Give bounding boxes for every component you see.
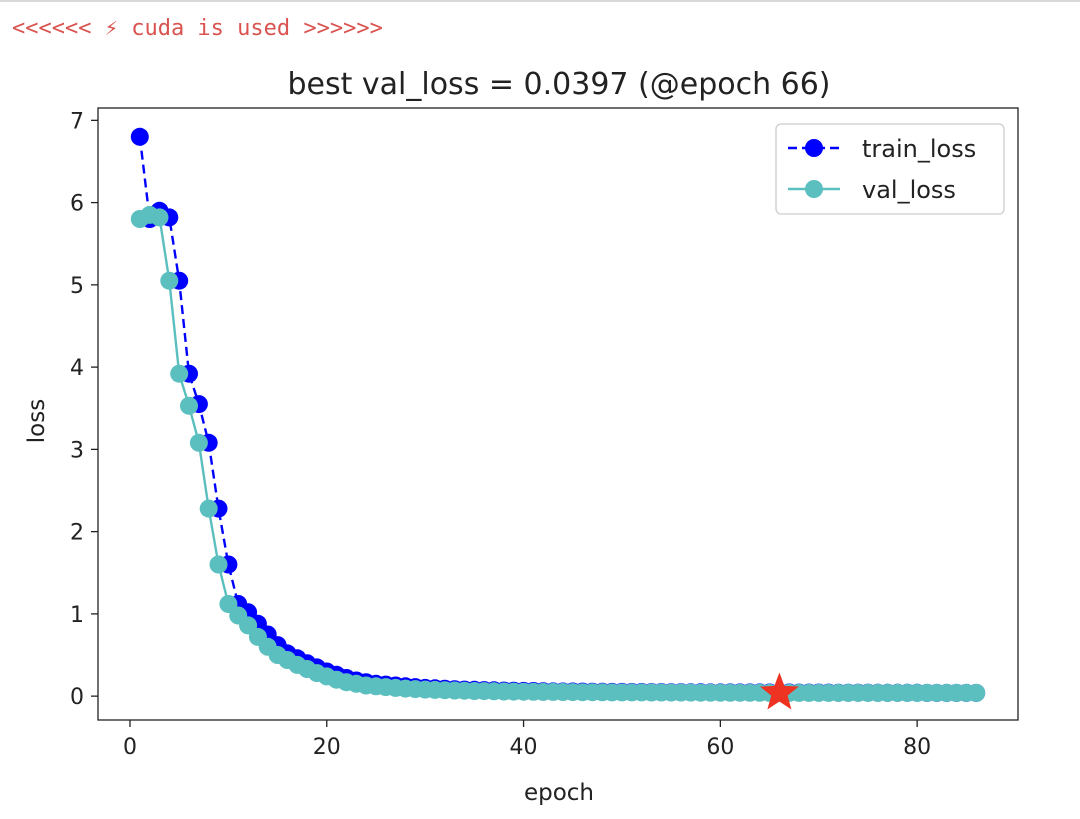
y-tick-label: 3 — [70, 438, 84, 463]
x-tick-label: 0 — [123, 735, 137, 760]
y-tick-label: 0 — [70, 685, 84, 710]
annotation-layer — [759, 672, 799, 710]
x-axis: 0 20 40 60 80 — [123, 720, 931, 760]
legend-train-marker — [805, 139, 823, 157]
data-point — [150, 208, 169, 227]
series-val_loss — [130, 205, 986, 702]
x-tick-label: 60 — [706, 735, 734, 760]
y-tick-label: 5 — [70, 274, 84, 299]
data-point — [209, 555, 228, 574]
x-axis-label: epoch — [524, 780, 594, 806]
data-point — [199, 499, 218, 518]
best-epoch-star — [759, 672, 799, 710]
x-tick-label: 80 — [903, 735, 931, 760]
x-tick-label: 40 — [510, 735, 538, 760]
data-point — [170, 364, 189, 383]
data-point — [967, 683, 986, 702]
y-axis-label: loss — [24, 399, 50, 443]
y-tick-label: 4 — [70, 356, 84, 381]
legend-val-label: val_loss — [862, 176, 956, 204]
console-output: <<<<<< ⚡ cuda is used >>>>>> — [12, 16, 383, 41]
y-tick-label: 1 — [70, 603, 84, 628]
legend-val-marker — [805, 180, 823, 198]
y-tick-label: 2 — [70, 521, 84, 546]
x-tick-label: 20 — [313, 735, 341, 760]
legend-box — [775, 123, 1005, 215]
legend-train-label: train_loss — [862, 135, 976, 163]
chart-title: best val_loss = 0.0397 (@epoch 66) — [287, 67, 830, 102]
series-layer — [130, 127, 986, 702]
y-tick-label: 6 — [70, 192, 84, 217]
data-point — [160, 271, 179, 290]
data-point — [180, 396, 198, 415]
data-point — [130, 127, 149, 146]
y-tick-label: 7 — [70, 109, 84, 134]
cell-top-border — [0, 0, 1080, 2]
data-point — [189, 433, 208, 452]
y-axis: 0 1 2 3 4 5 6 7 — [70, 109, 98, 710]
legend: train_loss val_loss — [775, 123, 1005, 215]
